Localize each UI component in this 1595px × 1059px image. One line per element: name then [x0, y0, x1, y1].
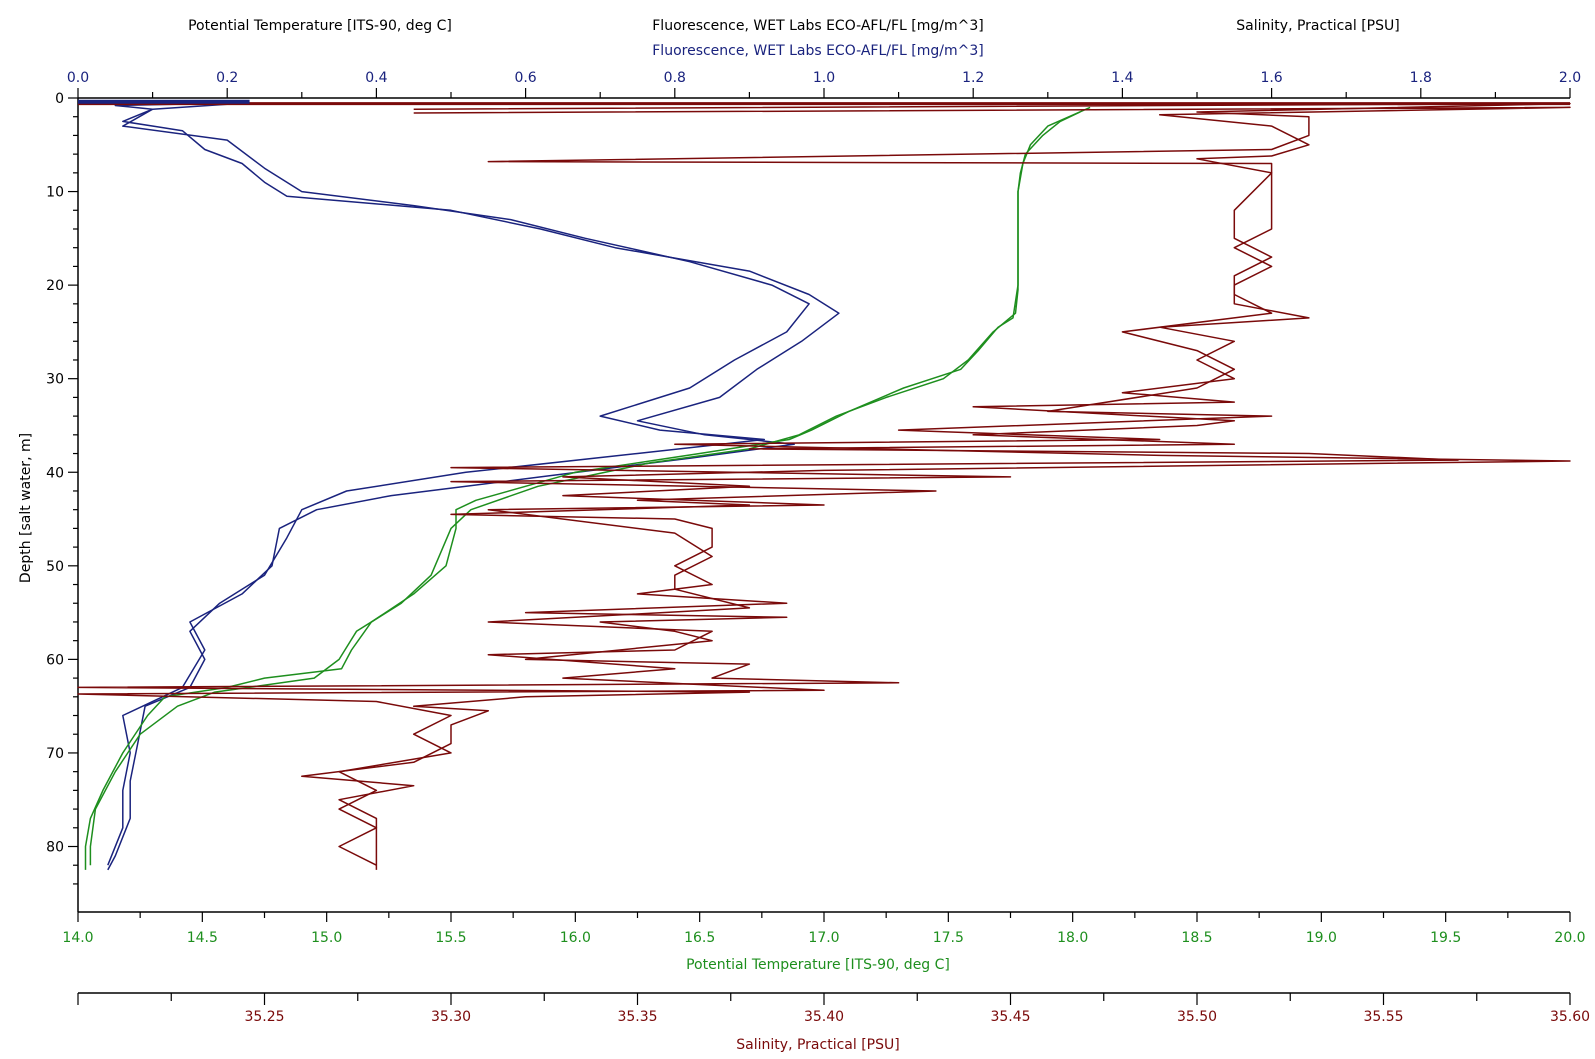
header-fluorescence-title: Fluorescence, WET Labs ECO-AFL/FL [mg/m^… — [652, 18, 984, 34]
salinity-tick-label: 35.30 — [431, 1009, 471, 1025]
temperature-tick-label: 20.0 — [1554, 930, 1585, 946]
fluorescence-profile-downcast — [107, 101, 840, 866]
temperature-tick-label: 18.0 — [1057, 930, 1088, 946]
salinity-profile-downcast — [77, 102, 1571, 870]
y-axis-title: Depth [salt water, m] — [18, 433, 34, 583]
salinity-tick-label: 35.25 — [244, 1009, 284, 1025]
temperature-tick-label: 17.5 — [933, 930, 964, 946]
temperature-tick-label: 19.5 — [1430, 930, 1461, 946]
fluorescence-tick-label: 2.0 — [1559, 70, 1581, 86]
temperature-tick-label: 19.0 — [1306, 930, 1337, 946]
temperature-tick-label: 15.5 — [435, 930, 466, 946]
temperature-tick-label: 14.0 — [62, 930, 93, 946]
depth-tick-label: 60 — [46, 652, 64, 668]
salinity-tick-label: 35.50 — [1177, 1009, 1217, 1025]
temperature-tick-label: 14.5 — [187, 930, 218, 946]
header-temperature-title: Potential Temperature [ITS-90, deg C] — [188, 18, 452, 34]
fluorescence-tick-label: 0.8 — [664, 70, 686, 86]
fluorescence-tick-label: 0.4 — [365, 70, 387, 86]
depth-tick-label: 80 — [46, 840, 64, 856]
salinity-tick-label: 35.55 — [1363, 1009, 1403, 1025]
fluorescence-tick-label: 1.2 — [962, 70, 984, 86]
salinity-tick-label: 35.60 — [1550, 1009, 1590, 1025]
depth-tick-label: 50 — [46, 559, 64, 575]
depth-tick-label: 30 — [46, 372, 64, 388]
salinity-tick-label: 35.40 — [804, 1009, 844, 1025]
depth-tick-label: 20 — [46, 278, 64, 294]
fluorescence-tick-label: 0.0 — [67, 70, 89, 86]
temperature-axis-title: Potential Temperature [ITS-90, deg C] — [686, 957, 950, 973]
depth-tick-label: 10 — [46, 185, 64, 201]
depth-tick-label: 40 — [46, 465, 64, 481]
fluorescence-tick-label: 1.4 — [1111, 70, 1133, 86]
salinity-profile-upcast — [77, 106, 1571, 866]
depth-tick-label: 0 — [55, 91, 64, 107]
axes-layer: 0.0 0.2 0.4 0.6 0.8 1.0 1.2 1.4 1.6 1.8 2.0 14.0 14.… — [46, 70, 1590, 1025]
temperature-tick-label: 15.0 — [311, 930, 342, 946]
salinity-tick-label: 35.35 — [617, 1009, 657, 1025]
salinity-axis-title: Salinity, Practical [PSU] — [736, 1037, 899, 1053]
header-salinity-title: Salinity, Practical [PSU] — [1236, 18, 1399, 34]
fluorescence-tick-label: 0.2 — [216, 70, 238, 86]
series-layer — [77, 99, 1571, 871]
temperature-tick-label: 17.0 — [808, 930, 839, 946]
depth-tick-label: 70 — [46, 746, 64, 762]
temperature-profile-upcast — [89, 111, 1081, 866]
fluorescence-tick-label: 1.0 — [813, 70, 835, 86]
temperature-tick-label: 16.5 — [684, 930, 715, 946]
salinity-tick-label: 35.45 — [990, 1009, 1030, 1025]
temperature-tick-label: 18.5 — [1181, 930, 1212, 946]
fluorescence-tick-label: 1.6 — [1260, 70, 1282, 86]
fluorescence-axis-label: Fluorescence, WET Labs ECO-AFL/FL [mg/m^… — [652, 43, 984, 59]
temperature-profile-downcast — [84, 106, 1091, 870]
temperature-tick-label: 16.0 — [560, 930, 591, 946]
fluorescence-tick-label: 0.6 — [514, 70, 536, 86]
fluorescence-tick-label: 1.8 — [1410, 70, 1432, 86]
